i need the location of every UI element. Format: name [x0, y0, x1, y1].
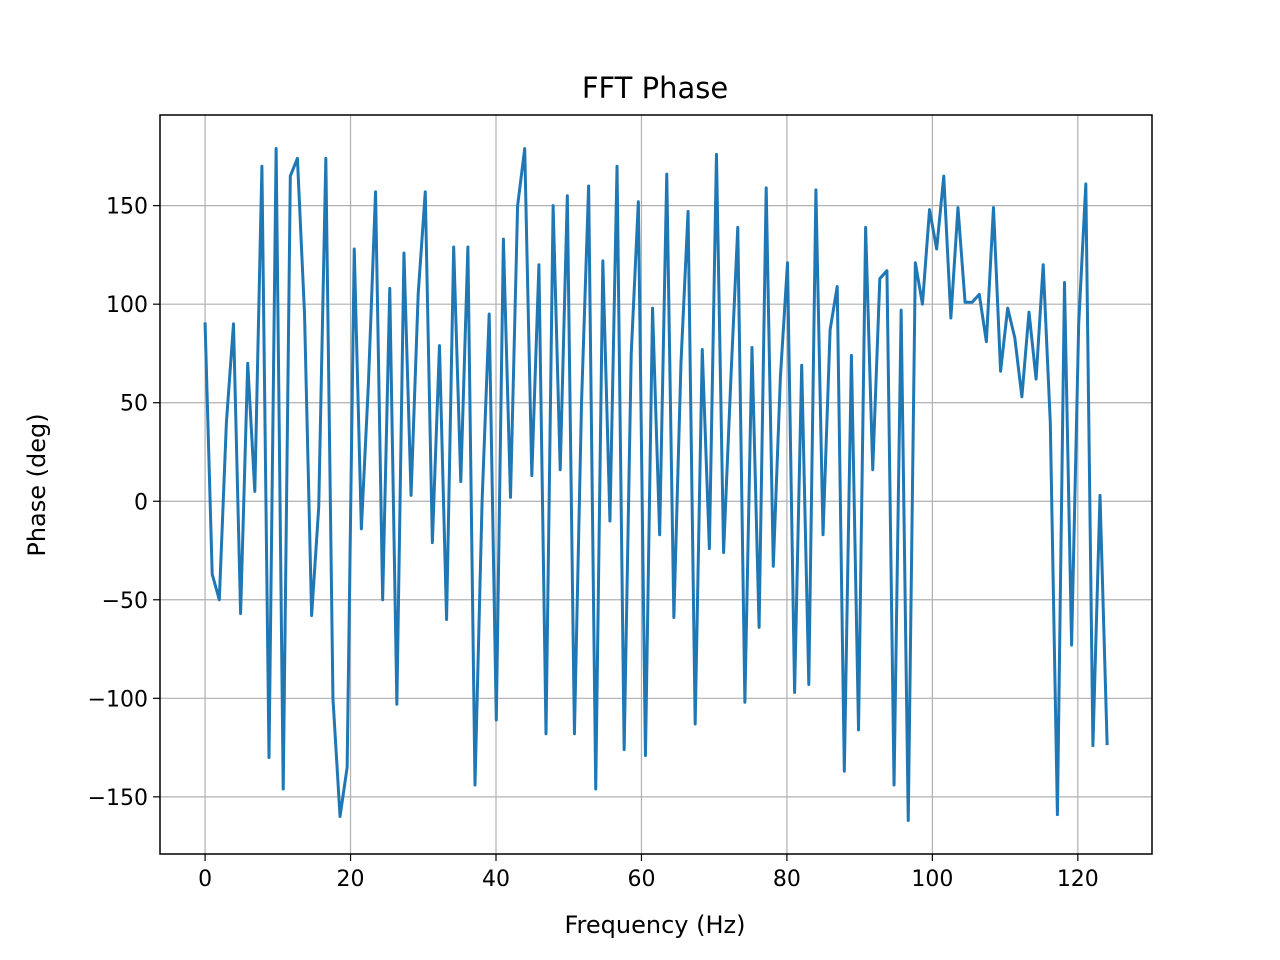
x-tick-label: 40	[482, 867, 510, 892]
grid-lines	[160, 115, 1152, 854]
y-tick-label: −150	[88, 786, 148, 811]
plot-area-frame	[159, 114, 1153, 855]
x-tick-label: 0	[198, 867, 212, 892]
x-tick-label: 80	[773, 867, 801, 892]
phase-series-line	[203, 147, 1109, 822]
x-axis-label: Frequency (Hz)	[565, 911, 746, 939]
y-tick-label: 50	[120, 392, 148, 417]
x-tick-label: 60	[627, 867, 655, 892]
chart-title: FFT Phase	[582, 71, 728, 105]
x-tick-label: 20	[337, 867, 365, 892]
x-tick-label: 100	[911, 867, 953, 892]
data-series	[203, 147, 1109, 822]
y-tick-label: 100	[106, 293, 148, 318]
y-tick-label: −50	[102, 589, 148, 614]
y-tick-label: −100	[88, 687, 148, 712]
y-tick-label: 150	[106, 195, 148, 220]
y-tick-label: 0	[134, 490, 148, 515]
axis-ticks: 0 20 40 60 80 100 120 −150 −100 −50 0 50 100 150	[88, 195, 1099, 892]
y-axis-label: Phase (deg)	[23, 413, 51, 556]
x-tick-label: 120	[1057, 867, 1099, 892]
